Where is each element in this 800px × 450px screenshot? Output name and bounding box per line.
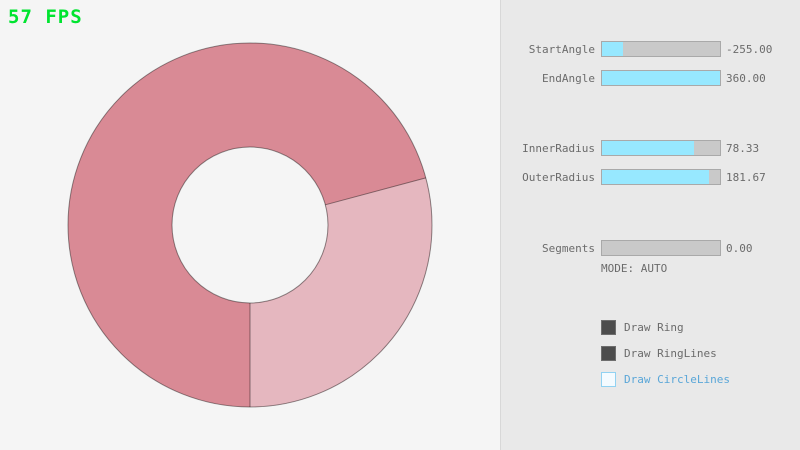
- end-angle-slider[interactable]: [601, 70, 721, 86]
- draw-circlelines-checkbox-row[interactable]: Draw CircleLines: [601, 372, 730, 387]
- ring-radial-line-start: [325, 177, 426, 206]
- start-angle-row: StartAngle -255.00: [501, 41, 800, 57]
- outer-radius-value: 181.67: [726, 171, 766, 184]
- inner-radius-slider[interactable]: [601, 140, 721, 156]
- segments-mode-text: MODE: AUTO: [601, 262, 668, 275]
- outer-radius-row: OuterRadius 181.67: [501, 169, 800, 185]
- start-angle-value: -255.00: [726, 43, 773, 56]
- draw-ring-checkbox-label: Draw Ring: [624, 321, 684, 334]
- end-angle-value: 360.00: [726, 72, 766, 85]
- segments-value: 0.00: [726, 242, 753, 255]
- ring-light-region: [250, 177, 433, 407]
- outer-radius-slider-fill: [602, 170, 710, 184]
- draw-ringlines-checkbox-row[interactable]: Draw RingLines: [601, 346, 717, 361]
- inner-radius-label: InnerRadius: [522, 142, 595, 155]
- start-angle-slider-fill: [602, 42, 624, 56]
- control-panel: StartAngle -255.00 EndAngle 360.00 Inner…: [500, 0, 800, 450]
- end-angle-row: EndAngle 360.00: [501, 70, 800, 86]
- draw-circlelines-checkbox[interactable]: [601, 372, 616, 387]
- draw-circlelines-checkbox-label: Draw CircleLines: [624, 373, 730, 386]
- draw-ringlines-checkbox[interactable]: [601, 346, 616, 361]
- inner-radius-value: 78.33: [726, 142, 760, 155]
- segments-row: Segments 0.00: [501, 240, 800, 256]
- start-angle-slider[interactable]: [601, 41, 721, 57]
- start-angle-label: StartAngle: [528, 43, 595, 56]
- ring-outer-line: [67, 42, 433, 408]
- ring-canvas: [67, 42, 433, 408]
- segments-slider[interactable]: [601, 240, 721, 256]
- inner-radius-slider-fill: [602, 141, 695, 155]
- inner-radius-row: InnerRadius 78.33: [501, 140, 800, 156]
- draw-ring-checkbox-row[interactable]: Draw Ring: [601, 320, 684, 335]
- fps-counter: 57 FPS: [8, 6, 83, 28]
- draw-ringlines-checkbox-label: Draw RingLines: [624, 347, 717, 360]
- draw-ring-checkbox[interactable]: [601, 320, 616, 335]
- segments-label: Segments: [542, 242, 595, 255]
- ring-inner-line: [171, 146, 329, 304]
- end-angle-label: EndAngle: [542, 72, 595, 85]
- outer-radius-slider[interactable]: [601, 169, 721, 185]
- outer-radius-label: OuterRadius: [522, 171, 595, 184]
- end-angle-slider-fill: [602, 71, 720, 85]
